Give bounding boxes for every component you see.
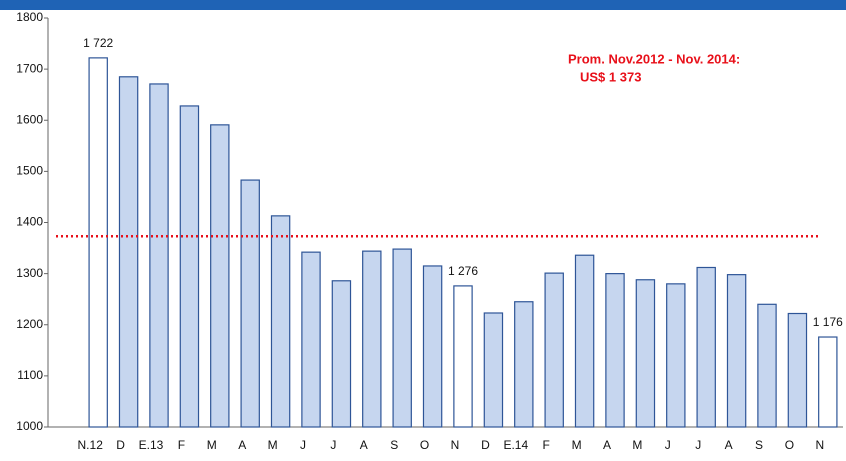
- bar: [149, 83, 169, 428]
- x-tick-label: A: [603, 438, 611, 452]
- data-label: 1 176: [813, 315, 843, 329]
- x-tick-label: E.14: [503, 438, 528, 452]
- y-tick-label: 1200: [16, 317, 43, 331]
- bar: [453, 285, 473, 428]
- annotation: Prom. Nov.2012 - Nov. 2014:: [568, 51, 740, 66]
- x-tick-label: A: [360, 438, 368, 452]
- bar: [605, 273, 625, 428]
- x-tick-label: O: [785, 438, 794, 452]
- bar: [392, 248, 412, 428]
- header-band: [0, 0, 846, 10]
- bar: [210, 124, 230, 428]
- bar: [544, 272, 564, 428]
- bar: [88, 57, 108, 428]
- x-tick-label: M: [207, 438, 217, 452]
- x-tick-label: S: [390, 438, 398, 452]
- x-tick-label: F: [178, 438, 185, 452]
- x-tick-label: A: [238, 438, 246, 452]
- data-label: 1 722: [83, 36, 113, 50]
- y-tick-label: 1000: [16, 419, 43, 433]
- x-tick-label: A: [725, 438, 733, 452]
- x-tick-label: D: [481, 438, 490, 452]
- y-tick-label: 1400: [16, 215, 43, 229]
- x-tick-label: F: [543, 438, 550, 452]
- x-tick-label: M: [572, 438, 582, 452]
- y-tick-label: 1500: [16, 164, 43, 178]
- bar: [179, 105, 200, 428]
- y-tick-label: 1300: [16, 266, 43, 280]
- bar: [787, 312, 808, 428]
- x-tick-label: S: [755, 438, 763, 452]
- x-tick-label: J: [665, 438, 671, 452]
- y-tick-label: 1600: [16, 112, 43, 126]
- bar: [574, 254, 595, 428]
- x-tick-label: M: [268, 438, 278, 452]
- bar: [270, 215, 291, 428]
- x-tick-label: J: [695, 438, 701, 452]
- y-tick-label: 1700: [16, 61, 43, 75]
- bar: [818, 336, 838, 428]
- x-tick-label: E.13: [139, 438, 164, 452]
- bar: [635, 279, 656, 428]
- x-tick-label: N.12: [78, 438, 104, 452]
- bar: [514, 301, 534, 428]
- data-label: 1 276: [448, 264, 478, 278]
- bar: [331, 280, 352, 428]
- bar: [362, 250, 382, 428]
- bar: [422, 265, 443, 428]
- x-tick-label: N: [451, 438, 460, 452]
- annotation: US$ 1 373: [580, 69, 641, 84]
- bar: [240, 179, 260, 428]
- x-tick-label: O: [420, 438, 429, 452]
- x-tick-label: J: [330, 438, 336, 452]
- x-tick-label: D: [116, 438, 125, 452]
- x-tick-label: J: [300, 438, 306, 452]
- bar: [483, 312, 504, 428]
- x-tick-label: M: [632, 438, 642, 452]
- bar: [301, 251, 321, 428]
- y-tick-label: 1800: [16, 10, 43, 24]
- bar: [757, 303, 777, 428]
- y-tick-label: 1100: [17, 368, 43, 382]
- bar: [726, 274, 747, 428]
- bar: [696, 266, 716, 428]
- bar: [666, 283, 686, 428]
- x-tick-label: N: [815, 438, 824, 452]
- bar: [118, 76, 139, 428]
